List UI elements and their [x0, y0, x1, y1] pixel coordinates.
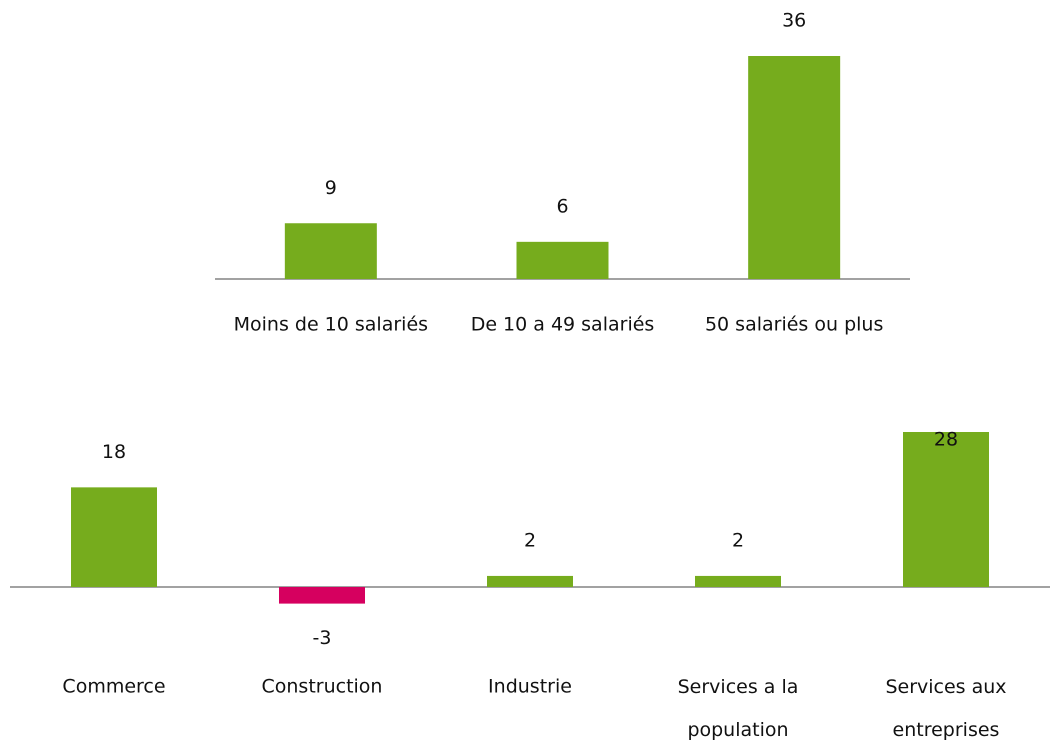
bar [903, 432, 989, 587]
bar [71, 487, 157, 587]
value-label: 9 [325, 177, 337, 199]
value-label: 2 [732, 529, 744, 551]
category-label: De 10 a 49 salariés [471, 314, 655, 336]
category-label: Moins de 10 salariés [234, 314, 428, 336]
category-label: Services aux entreprises [885, 676, 1006, 741]
bar [487, 575, 573, 587]
value-label: 18 [102, 441, 126, 463]
value-label: 2 [524, 529, 536, 551]
category-label: 50 salariés ou plus [705, 314, 883, 336]
value-label: -3 [313, 627, 332, 649]
category-label: Industrie [488, 676, 572, 698]
bar [516, 241, 609, 279]
bar [284, 223, 377, 279]
category-label: Commerce [62, 676, 165, 698]
value-label: 6 [556, 195, 568, 217]
bar [748, 56, 841, 279]
bar [695, 575, 781, 587]
value-label: 36 [782, 10, 806, 32]
bar [279, 587, 365, 604]
category-label: Construction [262, 676, 383, 698]
value-label: 28 [934, 429, 958, 451]
category-label: Services a la population [678, 676, 799, 741]
